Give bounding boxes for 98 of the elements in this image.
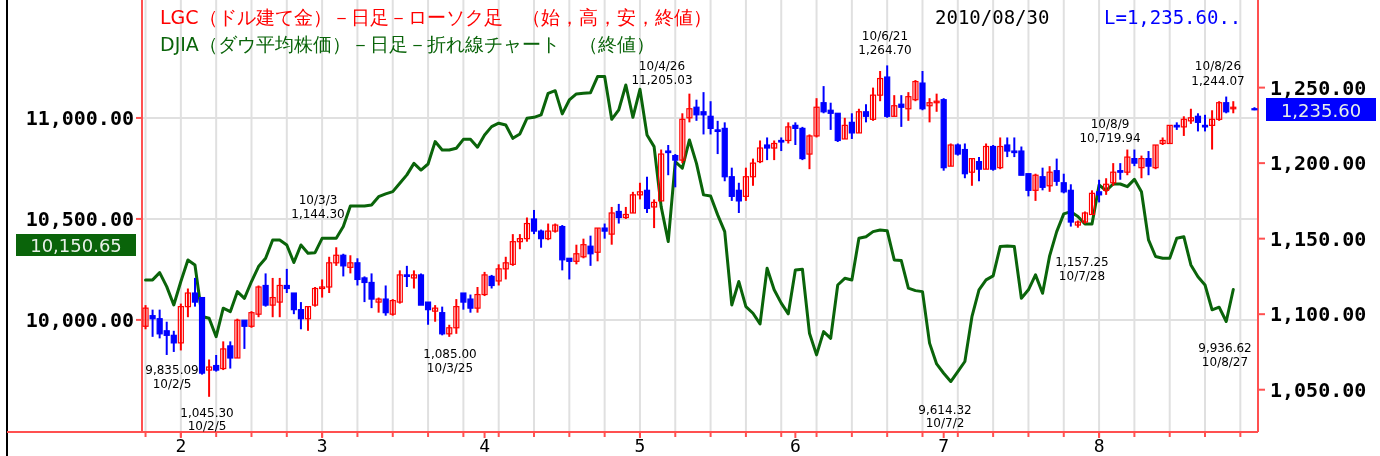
candlestick [982, 142, 990, 171]
candlestick [262, 272, 269, 308]
x-tick-label: 7 [938, 435, 950, 456]
candlestick [1124, 148, 1131, 177]
y2-tick-label: 1,200.00 [1270, 151, 1367, 176]
annotation: 1,045.30 [180, 406, 234, 420]
candlestick [1103, 177, 1110, 196]
annotation: 10,719.94 [1079, 131, 1141, 145]
candlestick [403, 264, 410, 288]
candlestick [665, 144, 672, 177]
candlestick [1032, 172, 1039, 202]
annotation: 9,835.09 [145, 363, 199, 377]
candlestick [975, 156, 983, 183]
candlestick [594, 227, 601, 263]
annotation: 1,244.07 [1191, 74, 1245, 88]
candlestick [1095, 178, 1103, 204]
annotation: 9,936.62 [1198, 341, 1252, 355]
candlestick [686, 92, 693, 124]
x-tick-label: 2 [175, 435, 187, 456]
candlestick [1039, 166, 1046, 192]
annotation: L=1,235.60.. [1104, 6, 1242, 28]
candlestick [410, 269, 418, 290]
candlestick [771, 139, 778, 162]
candlestick [764, 136, 771, 162]
candlestick [947, 142, 954, 168]
candlestick [340, 252, 347, 278]
candlestick [1152, 144, 1159, 171]
annotation: 1,085.00 [423, 347, 477, 361]
legend-item: DJIA（ダウ平均株価）－日足－折れ線チャート （終値） [160, 33, 655, 55]
legend-item: LGC（ドル建て金）－日足－ローソク足 （始，高，安，終値） [160, 6, 712, 28]
candlestick [891, 94, 898, 118]
candlestick [658, 148, 665, 202]
candlestick [1194, 112, 1202, 133]
annotation: 11,205.03 [631, 73, 693, 87]
annotation: 10/2/5 [152, 377, 192, 391]
x-tick-label: 8 [1093, 435, 1105, 456]
y2-tick-label: 1,100.00 [1270, 302, 1367, 327]
candlestick [855, 107, 863, 134]
annotation: 10/8/9 [1090, 117, 1130, 131]
annotation: 10/8/26 [1194, 59, 1242, 73]
candlestick [1138, 154, 1145, 180]
candlestick [615, 202, 622, 225]
candlestick [785, 121, 792, 145]
candlestick [1145, 150, 1152, 177]
y-tick-label: 10,000.00 [25, 307, 134, 332]
candlestick [707, 100, 714, 136]
candlestick [1110, 162, 1117, 187]
candlestick [227, 340, 234, 370]
candlestick [643, 175, 651, 214]
candlestick [862, 103, 870, 124]
candlestick [672, 153, 679, 189]
annotation: 10/7/28 [1058, 269, 1106, 283]
annotation: 10/6/21 [861, 29, 909, 43]
candlestick [841, 116, 848, 140]
annotation: 1,264.70 [858, 43, 912, 57]
candlestick [304, 305, 312, 332]
candlestick [679, 112, 686, 165]
x-tick-label: 4 [479, 435, 490, 456]
candlestick [1053, 157, 1060, 187]
x-tick-label: 5 [634, 435, 646, 456]
y2-tick-label: 1,050.00 [1270, 377, 1367, 402]
candlestick [220, 340, 227, 372]
candlestick [756, 139, 764, 165]
candlestick [608, 205, 615, 246]
y-tick-label: 11,000.00 [25, 105, 134, 130]
candlestick [997, 136, 1004, 171]
candlestick [848, 112, 855, 140]
candlestick [382, 284, 389, 317]
candlestick [587, 234, 594, 267]
annotation: 10/8/27 [1201, 355, 1249, 369]
candlestick [1046, 165, 1053, 193]
x-tick-label: 6 [789, 435, 801, 456]
annotation: 10/2/5 [187, 419, 227, 433]
annotation: 1,144.30 [291, 207, 345, 221]
annotation: 10/3/25 [426, 361, 474, 375]
candlestick [439, 305, 446, 337]
value-tag: 1,235.60 [1266, 98, 1376, 121]
annotation: 10/7/2 [925, 416, 965, 430]
candlestick [241, 319, 248, 350]
annotation: 10/3/3 [298, 193, 338, 207]
candlestick [347, 254, 354, 275]
y2-tick-label: 1,150.00 [1270, 226, 1367, 251]
annotation: 2010/08/30 [935, 6, 1050, 28]
candlestick [968, 157, 976, 187]
candlestick [650, 198, 658, 230]
x-tick-label: 3 [316, 435, 328, 456]
candlestick [283, 267, 290, 295]
candlestick [898, 94, 905, 128]
annotation: 10/4/26 [638, 59, 686, 73]
y-tick-label: 10,500.00 [25, 206, 134, 231]
annotation: 1,157.25 [1055, 255, 1109, 269]
candlestick [142, 304, 149, 331]
value-tag: 10,150.65 [16, 234, 136, 256]
y2-tick-label: 1,250.00 [1270, 75, 1367, 100]
candlestick [990, 144, 997, 172]
candlestick [234, 317, 241, 359]
annotation: 9,614.32 [918, 403, 972, 417]
candlestick [206, 358, 213, 398]
